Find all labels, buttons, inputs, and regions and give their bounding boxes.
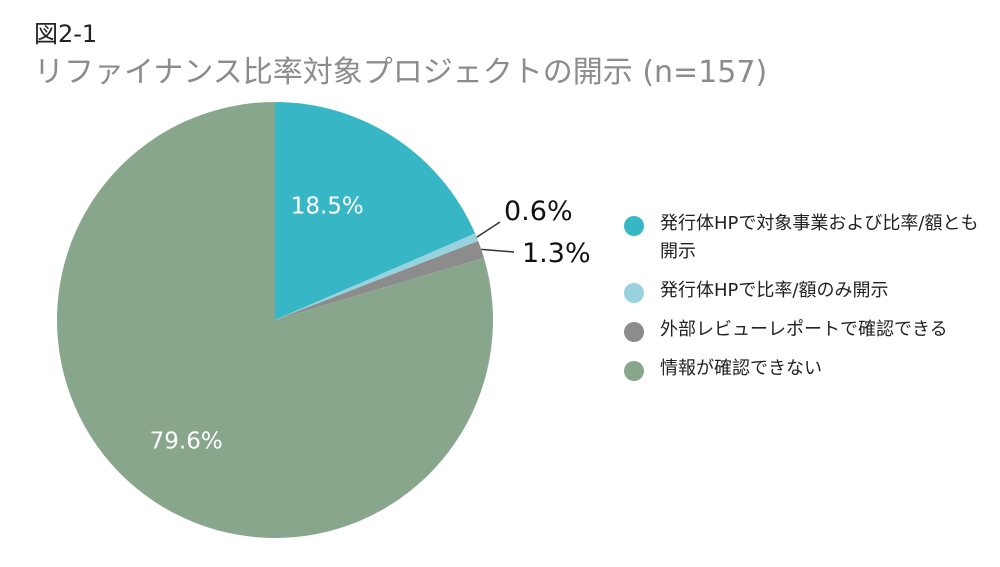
slice-labels: 18.5% 0.6% 1.3% 79.6% [150,193,591,454]
legend-item-0: 発行体HPで対象事業および比率/額とも開示 [624,210,994,266]
leader-line-2 [481,248,515,253]
pie-slice-0 [275,102,476,320]
figure-label: 図2-1 [34,20,98,48]
legend-swatch-3 [624,361,644,381]
chart-title: リファイナンス比率対象プロジェクトの開示 (n=157) [34,55,768,90]
legend-label-0: 発行体HPで対象事業および比率/額とも開示 [660,213,979,262]
legend-swatch-1 [624,283,644,303]
legend-label-3: 情報が確認できない [660,358,822,379]
chart-legend: 発行体HPで対象事業および比率/額とも開示発行体HPで比率/額のみ開示外部レビュ… [624,210,994,394]
pie-slice-1 [275,233,479,320]
legend-label-1: 発行体HPで比率/額のみ開示 [660,280,889,301]
legend-item-1: 発行体HPで比率/額のみ開示 [624,277,994,305]
slice-label-2: 1.3% [522,238,591,269]
leader-lines [476,221,515,253]
legend-item-2: 外部レビューレポートで確認できる [624,316,994,344]
legend-swatch-2 [624,322,644,342]
pie-slice-2 [275,241,484,320]
pie-slices [56,102,493,538]
legend-label-2: 外部レビューレポートで確認できる [660,319,948,340]
legend-swatch-0 [624,216,644,236]
leader-line-1 [476,221,501,238]
pie-slice-3 [56,102,493,538]
slice-label-3: 79.6% [150,428,223,454]
legend-item-3: 情報が確認できない [624,355,994,383]
slice-label-0: 18.5% [291,193,364,219]
slice-label-1: 0.6% [504,196,573,227]
